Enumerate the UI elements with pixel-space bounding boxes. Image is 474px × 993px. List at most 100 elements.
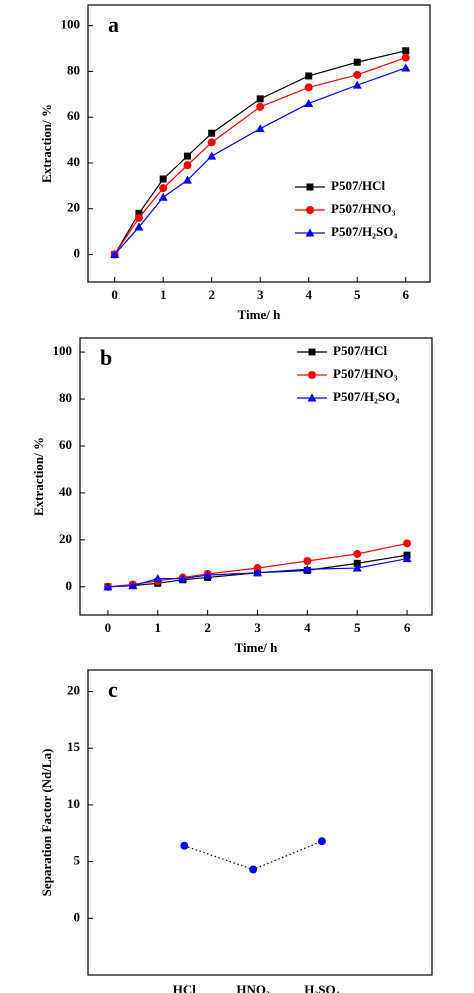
y-axis-label: Extraction/ % <box>39 104 54 183</box>
legend-label: P507/HNO₃ <box>333 366 398 381</box>
marker <box>159 184 168 193</box>
plot-frame <box>79 337 433 616</box>
marker <box>159 175 167 183</box>
y-tick-label: 80 <box>59 390 72 405</box>
y-tick-label: 20 <box>67 200 80 215</box>
y-tick-label: 0 <box>74 246 81 261</box>
marker <box>153 574 163 583</box>
marker <box>401 63 411 72</box>
x-tick-label: 1 <box>155 620 162 635</box>
marker <box>304 83 313 92</box>
marker <box>252 568 262 577</box>
x-tick-label: 6 <box>404 620 411 635</box>
marker <box>317 837 326 846</box>
x-tick-label: 6 <box>402 287 409 302</box>
marker <box>302 564 312 573</box>
marker <box>103 582 113 591</box>
x-tick-label: HCl <box>173 982 197 993</box>
panel-label: c <box>108 677 118 702</box>
legend-label: P507/HCl <box>333 343 388 358</box>
marker <box>208 129 216 137</box>
y-tick-label: 100 <box>61 17 81 32</box>
legend-marker <box>306 183 314 191</box>
y-tick-label: 100 <box>53 343 73 358</box>
marker <box>402 47 410 55</box>
panel-label: b <box>100 345 112 370</box>
y-tick-label: 10 <box>67 796 80 811</box>
x-tick-label: 3 <box>257 287 264 302</box>
y-tick-label: 0 <box>66 578 73 593</box>
marker <box>352 80 362 89</box>
marker <box>110 250 120 259</box>
marker <box>207 151 217 160</box>
legend-marker <box>305 228 315 237</box>
x-tick-label: 0 <box>105 620 112 635</box>
marker <box>182 175 192 184</box>
marker <box>303 557 312 566</box>
y-tick-label: 5 <box>74 853 81 868</box>
marker <box>207 138 216 147</box>
marker <box>403 539 412 548</box>
x-axis-label: Time/ h <box>235 640 279 655</box>
y-tick-label: 60 <box>67 108 80 123</box>
x-tick-label: 0 <box>111 287 118 302</box>
legend-marker <box>308 371 316 379</box>
y-axis-label: Extraction/ % <box>31 437 46 516</box>
marker <box>353 549 362 558</box>
marker <box>253 564 262 573</box>
marker <box>352 563 362 572</box>
series-line <box>184 840 323 871</box>
marker <box>256 95 264 103</box>
marker <box>183 161 192 170</box>
legend-label: P507/H₂SO₄ <box>331 224 397 239</box>
y-tick-label: 40 <box>59 484 72 499</box>
marker <box>128 581 138 590</box>
marker <box>134 222 144 231</box>
x-tick-label: 2 <box>208 287 215 302</box>
marker <box>180 841 189 850</box>
x-tick-label: 4 <box>304 620 311 635</box>
x-tick-label: 1 <box>160 287 167 302</box>
marker <box>353 70 362 79</box>
y-tick-label: 15 <box>67 739 81 754</box>
marker <box>255 124 265 133</box>
y-axis-label: Separation Factor (Nd/La) <box>39 749 54 897</box>
marker <box>158 192 168 201</box>
legend-marker <box>306 206 314 214</box>
y-tick-label: 20 <box>67 683 80 698</box>
marker <box>134 213 143 222</box>
marker <box>353 559 361 567</box>
marker <box>135 209 143 217</box>
x-tick-label: HNO₃ <box>236 982 270 993</box>
marker <box>256 102 265 111</box>
legend-label: P507/HCl <box>331 178 386 193</box>
x-tick-label: H₂SO₄ <box>304 982 339 993</box>
x-tick-label: 4 <box>305 287 312 302</box>
x-tick-label: 5 <box>354 620 361 635</box>
marker <box>203 570 213 579</box>
x-axis-label: Time/ h <box>238 307 282 322</box>
legend-label: P507/HNO₃ <box>331 201 396 216</box>
marker <box>401 53 410 62</box>
marker <box>402 554 412 563</box>
x-tick-label: 5 <box>354 287 361 302</box>
marker <box>304 98 314 107</box>
marker <box>305 72 313 80</box>
legend-marker <box>307 393 317 402</box>
y-tick-label: 60 <box>59 437 72 452</box>
marker <box>183 152 191 160</box>
marker <box>178 574 188 583</box>
y-tick-label: 20 <box>59 531 72 546</box>
y-tick-label: 80 <box>67 62 80 77</box>
y-tick-label: 0 <box>74 909 81 924</box>
marker <box>353 58 361 66</box>
plot-frame <box>87 669 433 976</box>
plot-frame <box>87 4 431 283</box>
marker <box>249 865 258 874</box>
legend-marker <box>308 348 316 356</box>
legend-label: P507/H₂SO₄ <box>333 389 399 404</box>
y-tick-label: 40 <box>67 154 80 169</box>
x-tick-label: 2 <box>204 620 211 635</box>
x-tick-label: 3 <box>254 620 261 635</box>
